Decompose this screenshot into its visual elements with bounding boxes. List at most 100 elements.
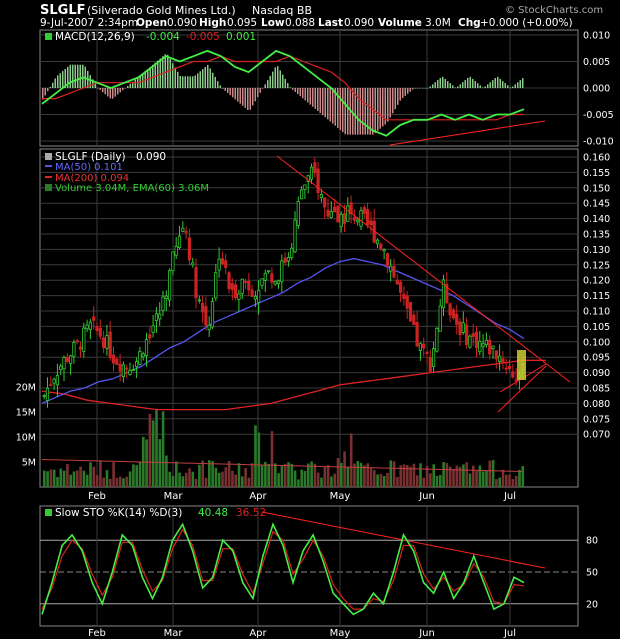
volume-bar bbox=[468, 473, 472, 487]
volume-bar bbox=[221, 471, 224, 487]
candle-body bbox=[181, 227, 185, 232]
candle-body bbox=[290, 247, 294, 258]
volume-bar bbox=[439, 474, 442, 487]
volume-bar bbox=[241, 476, 244, 487]
macd-histogram-bar bbox=[99, 88, 101, 91]
sto-legend-d: 36.52 bbox=[236, 507, 266, 519]
volume-value: 3.0M bbox=[425, 17, 451, 29]
macd-legend-value-2: -0.005 bbox=[186, 31, 220, 43]
quote-line: 9-Jul-2007 2:34pm Open 0.090 High 0.095 … bbox=[40, 17, 573, 29]
volume-tick-label: 5M bbox=[22, 458, 36, 469]
macd-histogram-bar bbox=[414, 88, 416, 89]
volume-bar bbox=[244, 468, 247, 487]
macd-histogram-bar bbox=[497, 76, 499, 88]
candle-body bbox=[230, 283, 234, 290]
candle-body bbox=[191, 262, 195, 266]
macd-histogram-bar bbox=[67, 66, 69, 88]
macd-histogram-bar bbox=[197, 73, 199, 88]
candle-body bbox=[266, 270, 271, 273]
volume-bar bbox=[280, 466, 284, 487]
volume-bar bbox=[254, 425, 257, 487]
volume-ema-line bbox=[41, 459, 523, 472]
candle-body bbox=[151, 325, 155, 333]
volume-bar bbox=[340, 462, 343, 487]
candle-body bbox=[369, 220, 373, 226]
candle-body bbox=[167, 270, 172, 301]
price-tick-label: 0.140 bbox=[583, 214, 610, 225]
macd-histogram-bar bbox=[419, 88, 421, 89]
open-label: Open bbox=[136, 17, 167, 29]
candle-body bbox=[379, 243, 383, 250]
macd-histogram-bar bbox=[332, 88, 334, 124]
macd-histogram-bar bbox=[509, 87, 511, 88]
month-axis-price: Feb Mar Apr May Jun Jul bbox=[88, 491, 516, 502]
volume-bar bbox=[201, 460, 204, 487]
macd-tick-label: -0.010 bbox=[583, 137, 614, 148]
volume-bar bbox=[399, 465, 402, 487]
macd-histogram-bar bbox=[159, 58, 161, 88]
macd-histogram-bar bbox=[222, 88, 224, 89]
macd-histogram-bar bbox=[294, 88, 296, 92]
candle-body bbox=[280, 260, 284, 282]
macd-histogram-bar bbox=[412, 88, 414, 90]
volume-bar bbox=[181, 476, 185, 487]
macd-histogram-bar bbox=[317, 88, 319, 111]
macd-histogram-bar bbox=[49, 86, 51, 88]
candle-body bbox=[283, 257, 287, 263]
volume-bar bbox=[485, 470, 488, 487]
candle-body bbox=[299, 189, 304, 200]
candle-body bbox=[491, 345, 495, 349]
price-axis: 0.160 0.155 0.150 0.145 0.140 0.135 0.130 0.125… bbox=[583, 153, 610, 441]
macd-histogram-bar bbox=[284, 78, 286, 88]
price-tick-label: 0.135 bbox=[583, 230, 610, 241]
volume-bar bbox=[320, 477, 323, 487]
macd-histogram-bar bbox=[507, 85, 509, 88]
macd-histogram-bar bbox=[469, 76, 471, 88]
macd-legend-value-3: 0.001 bbox=[226, 31, 256, 43]
volume-bar bbox=[419, 463, 422, 487]
candle-body bbox=[428, 356, 432, 372]
volume-bar bbox=[425, 466, 429, 487]
candle-body bbox=[336, 205, 340, 223]
candle-body bbox=[69, 355, 73, 364]
last-label: Last bbox=[318, 17, 343, 29]
macd-histogram-bar bbox=[207, 64, 209, 88]
volume-tick-label: 15M bbox=[16, 408, 36, 419]
macd-histogram-bar bbox=[397, 88, 399, 105]
macd-histogram-bar bbox=[367, 88, 369, 135]
macd-histogram-bar bbox=[512, 86, 514, 88]
volume-bar bbox=[445, 462, 449, 487]
price-tick-label: 0.080 bbox=[583, 399, 610, 410]
volume-bar bbox=[224, 467, 228, 487]
price-uptrend-line bbox=[497, 365, 547, 413]
macd-histogram-bar bbox=[204, 67, 206, 88]
candle-body bbox=[161, 296, 165, 311]
macd-histogram-bar bbox=[459, 84, 461, 88]
candle-body bbox=[187, 237, 191, 261]
macd-histogram-bar bbox=[424, 88, 426, 89]
macd-histogram-bar bbox=[467, 77, 469, 88]
macd-histogram-bar bbox=[289, 87, 291, 88]
candle-body bbox=[128, 369, 132, 376]
month-label: Apr bbox=[249, 628, 267, 639]
month-label: Jul bbox=[503, 491, 516, 502]
candle-body bbox=[514, 379, 518, 382]
macd-histogram-bar bbox=[374, 88, 376, 133]
volume-bar bbox=[310, 461, 313, 487]
volume-bar bbox=[521, 466, 525, 487]
volume-bar bbox=[79, 466, 82, 487]
candle-body bbox=[59, 365, 63, 371]
candle-body bbox=[55, 374, 60, 386]
candle-body bbox=[276, 280, 281, 285]
sto-legend-swatch bbox=[45, 509, 52, 516]
symbol: SLGLF bbox=[40, 3, 85, 18]
volume-label: Volume bbox=[378, 17, 422, 29]
candle-body bbox=[154, 313, 158, 322]
candle-body bbox=[468, 335, 472, 348]
volume-bar bbox=[122, 478, 125, 487]
macd-histogram-bar bbox=[279, 70, 281, 88]
candle-body bbox=[329, 211, 333, 218]
sto-tick-label: 50 bbox=[586, 568, 598, 579]
macd-histogram-bar bbox=[112, 88, 114, 99]
macd-histogram-bar bbox=[494, 77, 496, 88]
